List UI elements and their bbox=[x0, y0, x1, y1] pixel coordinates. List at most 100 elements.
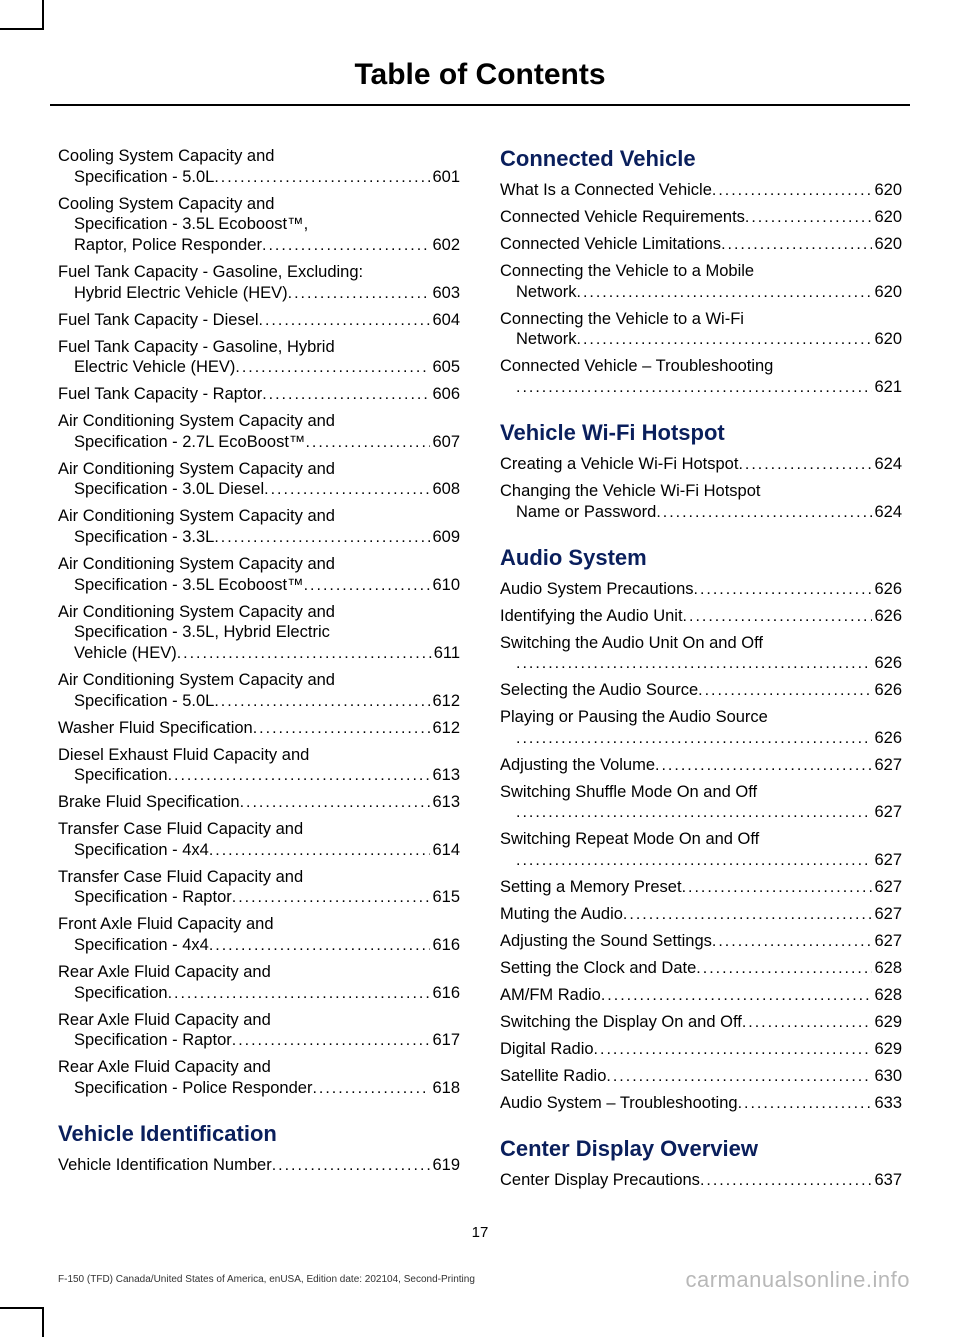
toc-text: Switching Shuffle Mode On and Off bbox=[500, 782, 902, 803]
toc-text: Connected Vehicle Limitations bbox=[500, 234, 721, 255]
toc-entry: Switching the Display On and Off629 bbox=[500, 1012, 902, 1033]
toc-text: AM/FM Radio bbox=[500, 985, 601, 1006]
section-heading: Vehicle Wi-Fi Hotspot bbox=[500, 420, 902, 446]
toc-last-line: 627 bbox=[500, 850, 902, 871]
toc-leader-dots bbox=[683, 607, 873, 627]
toc-text: Changing the Vehicle Wi-Fi Hotspot bbox=[500, 481, 902, 502]
toc-text: Air Conditioning System Capacity and bbox=[58, 602, 460, 623]
toc-text: Specification - 4x4 bbox=[74, 935, 209, 956]
toc-page-number: 613 bbox=[430, 765, 460, 786]
toc-leader-dots bbox=[214, 168, 430, 188]
toc-text: Connected Vehicle Requirements bbox=[500, 207, 745, 228]
toc-page-number: 629 bbox=[872, 1039, 902, 1060]
toc-text: Cooling System Capacity and bbox=[58, 146, 460, 167]
toc-leader-dots bbox=[721, 235, 872, 255]
toc-text: Air Conditioning System Capacity and bbox=[58, 411, 460, 432]
crop-mark-bottom-left bbox=[0, 1307, 44, 1337]
toc-last-line: Specification - 3.5L Ecoboost™610 bbox=[58, 575, 460, 596]
toc-page-number: 613 bbox=[430, 792, 460, 813]
toc-page-number: 624 bbox=[872, 454, 902, 475]
toc-page-number: 628 bbox=[872, 958, 902, 979]
toc-text: Name or Password bbox=[516, 502, 656, 523]
toc-text: Specification - 3.5L Ecoboost™, bbox=[58, 214, 460, 235]
toc-last-line: Center Display Precautions637 bbox=[500, 1170, 902, 1191]
toc-leader-dots bbox=[516, 729, 872, 749]
toc-leader-dots bbox=[240, 793, 431, 813]
toc-leader-dots bbox=[656, 503, 872, 523]
toc-entry: Rear Axle Fluid Capacity andSpecificatio… bbox=[58, 1010, 460, 1052]
toc-last-line: Specification - 4x4614 bbox=[58, 840, 460, 861]
toc-leader-dots bbox=[700, 1171, 873, 1191]
toc-leader-dots bbox=[262, 236, 430, 256]
toc-page-number: 620 bbox=[872, 282, 902, 303]
toc-last-line: Specification - Raptor617 bbox=[58, 1030, 460, 1051]
toc-entry: Playing or Pausing the Audio Source626 bbox=[500, 707, 902, 749]
toc-text: Hybrid Electric Vehicle (HEV) bbox=[74, 283, 288, 304]
toc-leader-dots bbox=[235, 358, 430, 378]
toc-leader-dots bbox=[594, 1040, 873, 1060]
toc-page-number: 626 bbox=[872, 606, 902, 627]
toc-entry: Air Conditioning System Capacity andSpec… bbox=[58, 459, 460, 501]
toc-leader-dots bbox=[738, 1094, 873, 1114]
toc-leader-dots bbox=[168, 766, 431, 786]
toc-entry: Fuel Tank Capacity - Gasoline, Excluding… bbox=[58, 262, 460, 304]
toc-text: Rear Axle Fluid Capacity and bbox=[58, 1057, 460, 1078]
toc-last-line: Setting the Clock and Date 628 bbox=[500, 958, 902, 979]
toc-page-number: 601 bbox=[430, 167, 460, 188]
toc-entry: What Is a Connected Vehicle620 bbox=[500, 180, 902, 201]
toc-leader-dots bbox=[209, 936, 431, 956]
toc-right-column: Connected VehicleWhat Is a Connected Veh… bbox=[500, 146, 902, 1197]
toc-page-number: 616 bbox=[430, 983, 460, 1004]
toc-text: Creating a Vehicle Wi-Fi Hotspot bbox=[500, 454, 738, 475]
toc-entry: Air Conditioning System Capacity andSpec… bbox=[58, 506, 460, 548]
toc-text: Specification - Raptor bbox=[74, 887, 232, 908]
toc-page-number: 612 bbox=[430, 691, 460, 712]
toc-last-line: Brake Fluid Specification613 bbox=[58, 792, 460, 813]
toc-leader-dots bbox=[177, 644, 432, 664]
page-number: 17 bbox=[0, 1224, 960, 1241]
section-heading: Center Display Overview bbox=[500, 1136, 902, 1162]
toc-leader-dots bbox=[516, 378, 872, 398]
toc-last-line: Identifying the Audio Unit 626 bbox=[500, 606, 902, 627]
toc-entry: Switching the Audio Unit On and Off626 bbox=[500, 633, 902, 675]
toc-leader-dots bbox=[696, 959, 872, 979]
toc-leader-dots bbox=[577, 330, 873, 350]
toc-last-line: Hybrid Electric Vehicle (HEV)603 bbox=[58, 283, 460, 304]
toc-entry: Digital Radio629 bbox=[500, 1039, 902, 1060]
toc-leader-dots bbox=[253, 719, 431, 739]
toc-page-number: 605 bbox=[430, 357, 460, 378]
toc-leader-dots bbox=[698, 681, 872, 701]
toc-leader-dots bbox=[738, 455, 872, 475]
toc-leader-dots bbox=[312, 1079, 430, 1099]
toc-text: Electric Vehicle (HEV) bbox=[74, 357, 235, 378]
toc-last-line: Fuel Tank Capacity - Diesel604 bbox=[58, 310, 460, 331]
toc-text: Fuel Tank Capacity - Gasoline, Excluding… bbox=[58, 262, 460, 283]
toc-page-number: 620 bbox=[872, 180, 902, 201]
toc-leader-dots bbox=[209, 841, 431, 861]
toc-entry: Setting the Clock and Date 628 bbox=[500, 958, 902, 979]
toc-leader-dots bbox=[214, 692, 430, 712]
toc-entry: Fuel Tank Capacity - Raptor606 bbox=[58, 384, 460, 405]
toc-last-line: 626 bbox=[500, 728, 902, 749]
toc-last-line: Audio System Precautions626 bbox=[500, 579, 902, 600]
toc-text: Specification - Raptor bbox=[74, 1030, 232, 1051]
toc-last-line: Selecting the Audio Source626 bbox=[500, 680, 902, 701]
toc-last-line: 621 bbox=[500, 377, 902, 398]
toc-text: Network bbox=[516, 282, 577, 303]
toc-text: Identifying the Audio Unit bbox=[500, 606, 683, 627]
toc-page-number: 630 bbox=[872, 1066, 902, 1087]
toc-text: Setting the Clock and Date bbox=[500, 958, 696, 979]
toc-entry: Cooling System Capacity andSpecification… bbox=[58, 146, 460, 188]
toc-leader-dots bbox=[259, 311, 431, 331]
toc-leader-dots bbox=[272, 1156, 431, 1176]
toc-page-number: 607 bbox=[430, 432, 460, 453]
toc-entry: Vehicle Identification Number619 bbox=[58, 1155, 460, 1176]
toc-text: Audio System – Troubleshooting bbox=[500, 1093, 738, 1114]
toc-page-number: 627 bbox=[872, 931, 902, 952]
toc-leader-dots bbox=[264, 480, 430, 500]
toc-leader-dots bbox=[682, 878, 873, 898]
toc-leader-dots bbox=[742, 1013, 873, 1033]
toc-entry: Center Display Precautions637 bbox=[500, 1170, 902, 1191]
toc-last-line: Electric Vehicle (HEV) 605 bbox=[58, 357, 460, 378]
toc-entry: Creating a Vehicle Wi-Fi Hotspot 624 bbox=[500, 454, 902, 475]
